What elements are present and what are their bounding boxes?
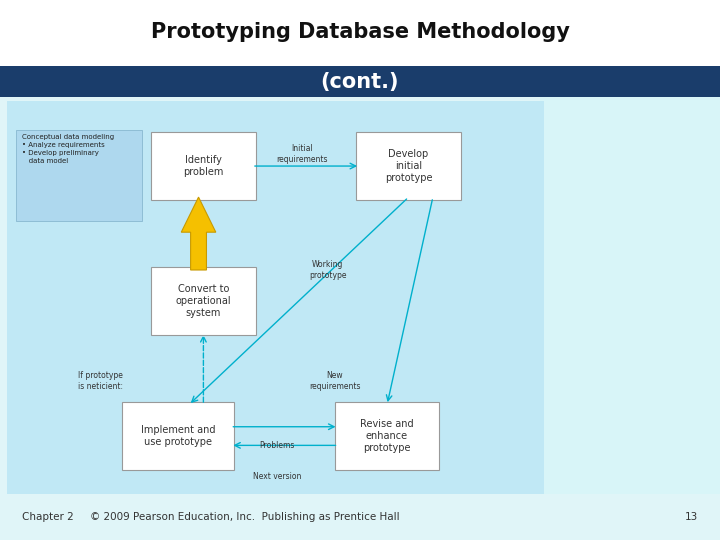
Bar xyxy=(540,0,720,540)
FancyBboxPatch shape xyxy=(356,132,461,200)
Polygon shape xyxy=(181,197,216,270)
Bar xyxy=(16,130,142,221)
Text: Convert to
operational
system: Convert to operational system xyxy=(176,284,231,319)
FancyBboxPatch shape xyxy=(335,402,439,470)
Text: Revise and
enhance
prototype: Revise and enhance prototype xyxy=(360,418,414,454)
Text: Identify
problem: Identify problem xyxy=(183,155,224,177)
Bar xyxy=(7,101,544,494)
Text: 13: 13 xyxy=(685,512,698,522)
FancyBboxPatch shape xyxy=(151,267,256,335)
Text: If prototype
is neticient:: If prototype is neticient: xyxy=(78,370,123,391)
Bar xyxy=(0,494,720,540)
Text: (cont.): (cont.) xyxy=(320,71,400,92)
Text: New
requirements: New requirements xyxy=(309,370,361,391)
Text: Working
prototype: Working prototype xyxy=(309,260,346,280)
FancyBboxPatch shape xyxy=(122,402,234,470)
Text: Next version: Next version xyxy=(253,472,302,481)
Text: Develop
initial
prototype: Develop initial prototype xyxy=(385,148,432,184)
Text: Problems: Problems xyxy=(259,441,295,450)
Text: Prototyping Database Methodology: Prototyping Database Methodology xyxy=(150,22,570,43)
Bar xyxy=(0,66,720,97)
Bar xyxy=(0,0,720,68)
Text: Initial
requirements: Initial requirements xyxy=(276,144,328,164)
Text: Conceptual data modeling
• Analyze requirements
• Develop preliminary
   data mo: Conceptual data modeling • Analyze requi… xyxy=(22,134,114,164)
Text: Implement and
use prototype: Implement and use prototype xyxy=(141,425,215,447)
Text: Chapter 2     © 2009 Pearson Education, Inc.  Publishing as Prentice Hall: Chapter 2 © 2009 Pearson Education, Inc.… xyxy=(22,512,399,522)
FancyBboxPatch shape xyxy=(151,132,256,200)
